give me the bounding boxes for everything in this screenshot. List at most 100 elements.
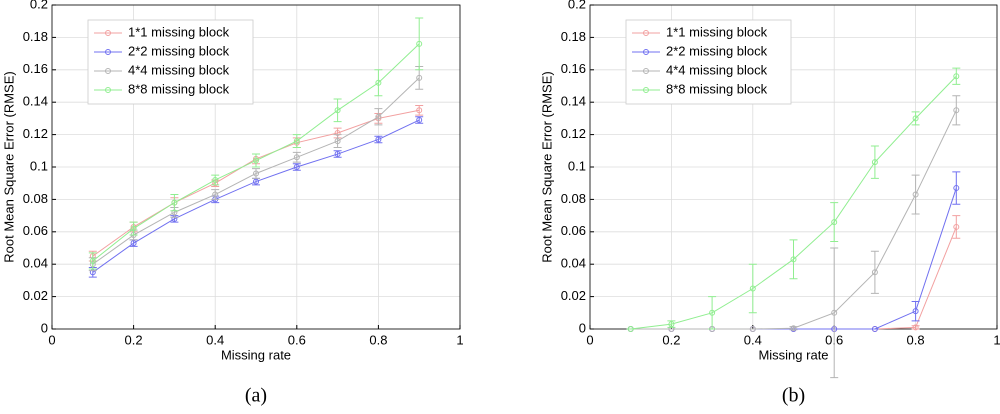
y-tick-label: 0.06 [561,223,586,238]
error-bar [708,296,717,330]
point [293,138,300,145]
point [212,191,219,198]
point [912,308,919,315]
error-bar [789,239,798,280]
point [416,40,423,47]
point [749,285,756,292]
y-tick-label: 0.06 [23,223,48,238]
point [375,79,382,86]
error-bar [911,111,920,126]
point [627,326,634,332]
caption: (a) [245,385,267,407]
point [749,326,756,332]
y-axis-label: Root Mean Square Error (RMSE) [1,71,16,262]
error-bar [170,194,179,212]
error-bar [374,108,383,126]
legend-label: 8*8 missing block [666,81,768,96]
point [912,324,919,331]
legend-label: 4*4 missing block [128,62,230,77]
series-line [630,75,957,330]
x-axis-label: Missing rate [221,347,291,362]
y-tick-label: 0.18 [23,29,48,44]
y-tick-label: 0.12 [561,126,586,141]
legend-label: 2*2 missing block [128,43,230,58]
point [416,117,423,124]
y-tick-label: 0.2 [568,0,586,11]
y-tick-label: 0.1 [30,158,48,173]
error-bar [292,151,301,163]
point [416,74,423,81]
point [375,113,382,120]
y-tick-label: 0.08 [23,191,48,206]
error-bar [415,104,424,116]
point [130,240,137,247]
point [293,164,300,170]
legend-marker [105,49,111,55]
point [334,138,341,145]
x-tick-label: 0.8 [907,332,925,347]
legend-label: 1*1 missing block [128,24,230,39]
x-tick-label: 0 [48,332,55,347]
x-axis-label: Missing rate [758,347,828,362]
error-bar [870,250,879,294]
x-tick-label: 0.8 [369,332,387,347]
legend-marker [643,68,649,74]
series-line [92,119,420,273]
legend-label: 4*4 missing block [666,62,768,77]
legend-label: 8*8 missing block [128,81,230,96]
point [212,176,219,183]
x-tick-label: 1 [993,332,1000,347]
error-bar [830,202,839,243]
point [953,73,960,80]
error-bar [211,189,220,200]
point [871,326,878,332]
error-bar [252,168,260,179]
error-bar [789,326,798,331]
error-bar [374,69,383,97]
error-bar [952,67,961,85]
y-tick-label: 0.1 [568,158,586,173]
point [871,269,878,276]
y-tick-label: 0.16 [561,61,586,76]
y-tick-label: 0.02 [561,288,586,303]
legend-marker [105,87,111,93]
point [253,178,259,185]
point [953,107,960,114]
error-bar [88,252,97,270]
point [953,223,960,230]
point [253,170,259,177]
y-tick-label: 0.2 [30,0,48,11]
x-tick-label: 0.2 [662,332,680,347]
error-bar [952,95,961,126]
point [831,309,838,316]
y-tick-label: 0.12 [23,126,48,141]
error-bar [292,134,301,149]
point [375,136,382,143]
error-bar [415,17,424,71]
point [171,199,178,206]
plot-frame [51,4,461,330]
error-bar [252,153,260,168]
legend-marker [643,30,649,36]
y-tick-label: 0.02 [23,288,48,303]
y-axis-label: Root Mean Square Error (RMSE) [539,71,554,262]
y-tick-label: 0.14 [23,94,48,109]
legend-label: 2*2 missing block [666,43,768,58]
y-tick-label: 0.08 [561,191,586,206]
point [790,256,797,263]
point [334,107,341,114]
y-tick-label: 0.14 [561,94,586,109]
legend-marker [643,87,649,93]
point [790,325,797,332]
error-bar [952,215,961,239]
point [130,225,137,232]
error-bar [748,263,757,314]
x-tick-label: 0.2 [125,332,143,347]
legend-label: 1*1 missing block [666,24,768,39]
y-tick-label: 0.18 [561,29,586,44]
y-tick-label: 0.04 [23,256,48,271]
y-tick-label: 0.04 [561,256,586,271]
error-bar [952,171,961,205]
series-line [630,110,957,330]
point [253,157,259,164]
